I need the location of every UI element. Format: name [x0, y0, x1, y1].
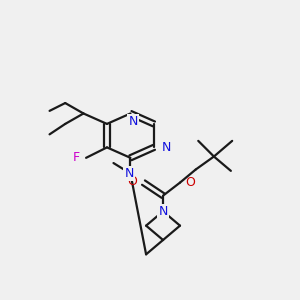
Text: O: O — [185, 176, 195, 189]
Text: N: N — [128, 115, 138, 128]
Text: N: N — [162, 141, 171, 154]
Text: N: N — [124, 167, 134, 180]
Text: N: N — [158, 205, 168, 218]
Text: F: F — [72, 151, 80, 164]
Text: O: O — [127, 175, 137, 188]
